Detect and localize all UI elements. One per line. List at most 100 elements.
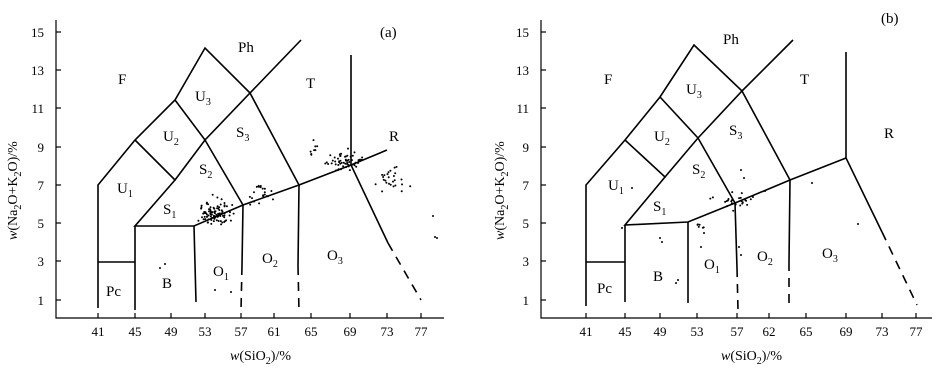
sample-point [697,225,700,228]
sample-point [203,215,206,218]
sample-point [337,164,340,166]
sample-point [383,174,386,177]
sample-point [696,223,699,226]
x-tick-69: 69 [840,324,853,339]
sample-point [393,166,396,169]
field-O3: O3 [327,248,343,267]
field-S2: S2 [199,162,212,181]
sample-point [740,254,742,256]
sample-point [726,205,729,208]
sample-point [731,199,733,202]
panel-b: 1 3 5 7 9 11 13 15 41 45 49 53 57 62 65 … [493,11,932,367]
field-Ph: Ph [723,32,739,48]
sample-point [701,226,704,229]
x-tick-57: 57 [235,324,249,339]
y-axis-label: w(Na2O+K2O)/% [6,141,24,240]
sample-point [342,161,345,164]
sample-point [209,215,212,218]
y-tick-13: 13 [516,63,529,78]
sample-point [221,210,224,213]
sample-point [621,227,623,229]
y-axis-label: w(Na2O+K2O)/% [493,141,511,240]
sample-point [325,161,328,164]
sample-point [631,187,633,189]
sample-point [344,162,347,165]
sample-point [374,183,377,186]
sample-point [700,246,702,248]
sample-point [346,162,349,165]
sample-point [698,223,701,226]
sample-point [752,196,754,198]
sample-point [857,223,859,225]
sample-point [213,217,216,220]
field-R: R [389,129,399,145]
sample-point [209,210,212,213]
x-ticks [97,313,422,318]
y-tick-15: 15 [516,25,529,40]
field-S1: S1 [653,199,666,218]
sample-point [211,193,214,196]
sample-point [344,155,346,158]
sample-point [231,204,234,206]
sample-point [253,200,255,203]
sample-point [200,206,203,209]
x-tick-65: 65 [305,324,318,339]
sample-point [253,191,255,194]
sample-point [223,204,226,207]
sample-point [205,215,208,218]
sample-point [218,212,221,215]
sample-point [248,195,251,198]
sample-point [333,156,336,159]
field-Ph: Ph [238,40,254,56]
sample-point [345,166,347,169]
sample-point [344,158,347,161]
field-T: T [306,76,315,92]
sample-point [223,212,226,215]
sample-point [357,162,359,164]
sample-point [392,175,395,177]
field-S3: S3 [729,123,742,142]
field-O1: O1 [213,264,229,283]
sample-point [340,168,342,171]
sample-point [730,202,733,205]
x-tick-45: 45 [129,324,142,339]
sample-points [159,139,438,293]
field-O3: O3 [822,246,838,265]
sample-point [206,221,209,224]
sample-point [210,213,213,216]
sample-point [263,187,266,190]
x-tick-41: 41 [92,324,105,339]
sample-point [215,219,218,222]
y-tick-3: 3 [523,254,530,269]
x-tick-labels: 41 45 49 53 57 62 65 69 73 77 [580,324,924,339]
y-ticks [541,31,546,301]
sample-point [381,173,384,176]
field-Pc: Pc [106,284,121,300]
y-tick-labels: 1 3 5 7 9 11 13 15 [31,25,45,308]
field-O2: O2 [262,251,278,270]
sample-point [744,199,747,202]
sample-point [312,139,315,142]
field-labels: (b) F Ph T R U3 U2 U1 S3 S2 S1 Pc B O1 O… [597,11,899,297]
sample-point [218,214,221,217]
sample-point [338,161,341,164]
sample-point [389,183,392,186]
sample-point [214,215,217,218]
sample-point [360,158,363,161]
sample-point [677,279,679,281]
sample-point [342,165,345,168]
sample-point [389,169,392,172]
sample-point [207,218,210,221]
sample-point [400,178,403,181]
sample-point [392,180,394,183]
sample-point [386,173,389,176]
field-R: R [884,126,894,142]
field-B: B [162,276,172,292]
sample-point [217,220,220,222]
y-tick-11: 11 [31,101,44,116]
field-boundaries [585,39,918,311]
x-tick-77: 77 [910,324,924,339]
sample-point [354,161,357,164]
sample-point [263,193,266,196]
sample-point [330,162,333,165]
